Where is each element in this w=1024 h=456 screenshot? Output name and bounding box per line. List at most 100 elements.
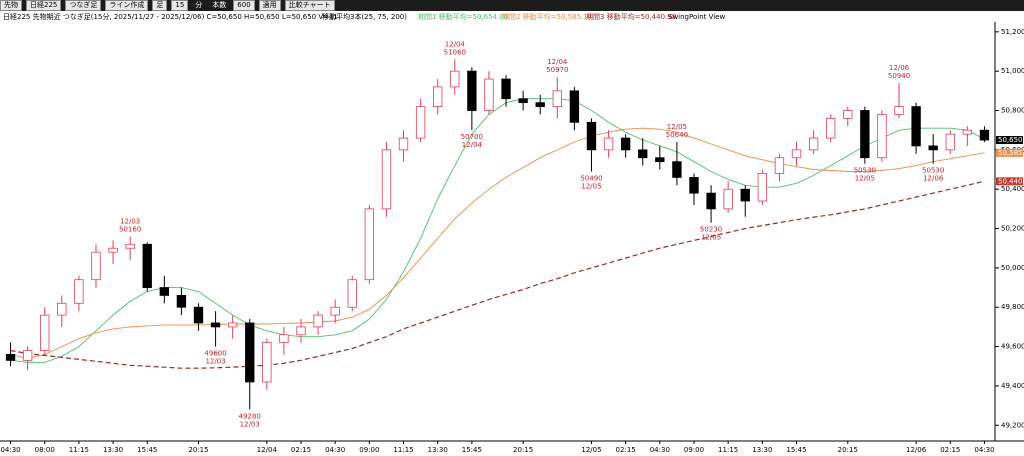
annotation-text: 50940 [888,72,910,80]
price-tag-label: 50,650 [998,136,1023,144]
swing-annotation: 49280 12/03 [239,413,261,429]
y-tick-label: 49,600 [1001,343,1024,351]
view-label: SwingPoint View [668,13,725,21]
annotation-text: 50530 [854,167,876,175]
count-input[interactable]: 600 [233,0,255,11]
candle-body [296,326,306,336]
x-tick-label: 04:30 [974,446,994,454]
chart-title: 日経225 先物期近 つなぎ足(15分, 2025/11/27 - 2025/1… [3,12,338,21]
candle-body [176,295,187,308]
candle-body [125,243,135,249]
mode-select[interactable]: つなぎ足 [65,0,102,11]
moving-average-line [10,127,985,359]
candle-body [433,86,443,107]
annotation-text: 50970 [546,66,568,74]
bar-button[interactable]: 足 [152,0,168,11]
annotation-text: 50230 [700,226,722,234]
x-tick-label: 11:15 [718,446,738,454]
candle-body [586,121,597,151]
candle-body [620,137,631,151]
swing-annotation: 50700 12/04 [461,133,483,149]
candle-body [706,192,716,210]
interval-unit: 分 [195,1,203,9]
x-tick-label: 02:15 [291,446,311,454]
candle-body [108,247,118,253]
candle-body [860,110,870,159]
y-tick-label: 49,800 [1001,303,1024,311]
swing-annotation: 50530 12/06 [922,167,944,183]
apply-button[interactable]: 適用 [258,0,281,11]
y-tick-label: 51,000 [1001,67,1024,75]
compare-button[interactable]: 比較チャート [284,0,335,11]
candle-body [57,302,67,316]
candle-body [40,314,50,351]
candle-body [535,102,545,107]
x-tick-label: 15:45 [786,446,806,454]
candle-body [791,149,802,159]
price-tag-label: 50,585 [998,149,1023,157]
x-tick-label: 02:15 [616,446,636,454]
candle-body [381,149,392,210]
symbol-select[interactable]: 日経225 [26,0,62,11]
annotation-text: 50490 [580,175,602,183]
annotation-text: 12/06 [889,64,910,72]
candle-body [808,137,819,151]
candle-body [945,133,955,151]
candle-body [364,208,375,281]
candle-body [501,78,511,100]
candle-body [5,354,16,361]
candle-body [672,161,682,178]
interval-input[interactable]: 15 [171,0,189,11]
annotation-text: 12/04 [547,58,568,66]
annotation-text: 12/03 [240,421,260,429]
price-tag [996,136,1023,145]
candle-body [398,137,409,151]
annotation-text: 51060 [444,48,466,56]
candle-body [962,129,973,135]
candle-body [262,342,272,383]
price-tag-label: 50,440 [998,177,1023,185]
candle-body [689,177,699,194]
x-tick-label: 12/04 [257,446,278,454]
legend-entry: 期間1 移動平均=50,654.00 [418,12,508,21]
y-tick-label: 50,400 [1001,185,1024,193]
annotation-text: 50530 [922,167,944,175]
candle-body [193,306,204,324]
x-tick-label: 20:15 [188,446,208,454]
moving-average-line [10,180,985,369]
candle-body [877,114,887,159]
candle-body [91,251,101,281]
swing-annotation: 12/05 50640 [666,123,688,139]
candle-body [638,149,648,159]
candle-body [826,117,836,139]
x-tick-label: 11:15 [69,446,89,454]
price-tag [996,148,1023,157]
candle-body [450,70,460,88]
candle-body [330,306,340,316]
candle-body [22,350,33,361]
x-tick-label: 12/05 [581,446,601,454]
annotation-text: 50700 [461,133,483,141]
candle-body [518,98,528,104]
candle-body [928,145,938,151]
x-tick-label: 15:45 [137,446,157,454]
market-select[interactable]: 先物 [0,0,22,11]
y-tick-label: 50,200 [1001,225,1024,233]
draw-button[interactable]: ライン作成 [105,0,149,11]
candle-body [347,279,357,308]
candle-body [210,322,221,328]
x-tick-label: 13:30 [103,446,123,454]
annotation-text: 12/04 [462,141,483,149]
annotation-text: 50640 [666,131,688,139]
annotation-text: 12/03 [205,358,225,366]
candle-body [757,173,768,202]
x-tick-label: 08:00 [35,446,55,454]
x-tick-label: 04:30 [650,446,670,454]
x-tick-label: 13:30 [428,446,448,454]
annotation-text: 12/06 [923,175,944,183]
annotation-text: 12/03 [120,217,140,225]
legend-entry: 期間2 移動平均=50,585.14 [502,12,593,21]
swing-annotation: 12/04 51060 [444,40,466,56]
candle-body [484,78,494,111]
annotation-text: 12/04 [445,40,466,48]
